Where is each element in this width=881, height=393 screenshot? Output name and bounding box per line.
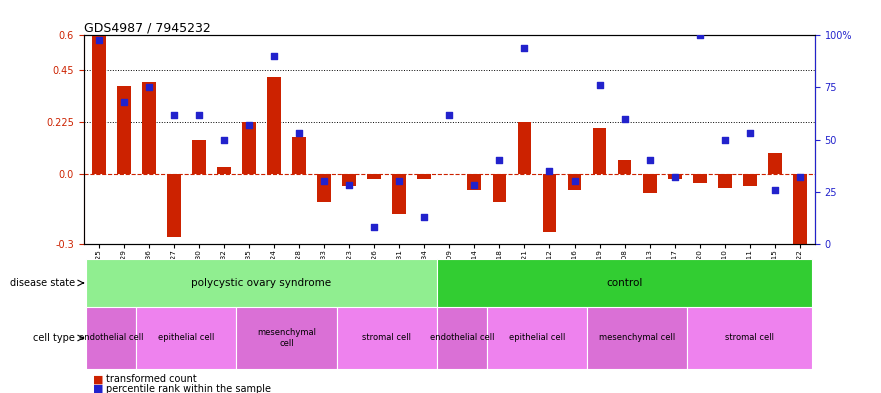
Bar [492, 174, 507, 202]
Bar [142, 82, 156, 174]
Bar [292, 137, 306, 174]
Point [442, 111, 456, 118]
Point [342, 182, 356, 189]
Bar [117, 86, 130, 174]
Bar [137, 307, 236, 369]
Bar [587, 307, 687, 369]
Bar [468, 174, 481, 191]
Point [692, 32, 707, 39]
Bar [392, 174, 406, 213]
Point [517, 45, 531, 51]
Bar [517, 122, 531, 174]
Text: cell type: cell type [33, 333, 75, 343]
Text: epithelial cell: epithelial cell [508, 334, 565, 342]
Point [116, 99, 130, 105]
Point [743, 130, 757, 136]
Point [242, 122, 256, 128]
Text: mesenchymal
cell: mesenchymal cell [257, 328, 316, 348]
Bar [793, 174, 807, 244]
Bar [567, 174, 581, 191]
Point [267, 53, 281, 59]
Point [668, 174, 682, 180]
Bar [86, 259, 437, 307]
Bar [643, 174, 656, 193]
Bar [86, 307, 137, 369]
Text: polycystic ovary syndrome: polycystic ovary syndrome [191, 278, 331, 288]
Point [492, 157, 507, 163]
Text: stromal cell: stromal cell [725, 334, 774, 342]
Bar [593, 128, 606, 174]
Bar [367, 174, 381, 179]
Bar [687, 307, 812, 369]
Bar [217, 167, 231, 174]
Point [718, 136, 732, 143]
Text: disease state: disease state [10, 278, 75, 288]
Point [192, 111, 206, 118]
Point [317, 178, 331, 184]
Point [593, 82, 607, 88]
Point [367, 224, 381, 230]
Text: ■: ■ [93, 384, 103, 393]
Text: epithelial cell: epithelial cell [159, 334, 215, 342]
Bar [236, 307, 337, 369]
Text: percentile rank within the sample: percentile rank within the sample [106, 384, 270, 393]
Point [768, 186, 782, 193]
Bar [192, 140, 206, 174]
Point [543, 167, 557, 174]
Bar [92, 35, 106, 174]
Text: ■: ■ [93, 374, 103, 384]
Point [292, 130, 306, 136]
Bar [718, 174, 731, 188]
Bar [543, 174, 557, 232]
Bar [692, 174, 707, 184]
Point [418, 213, 432, 220]
Text: mesenchymal cell: mesenchymal cell [599, 334, 675, 342]
Point [618, 116, 632, 122]
Text: endothelial cell: endothelial cell [79, 334, 144, 342]
Point [167, 111, 181, 118]
Bar [618, 160, 632, 174]
Bar [317, 174, 331, 202]
Bar [768, 153, 781, 174]
Bar [418, 174, 431, 179]
Point [467, 182, 481, 189]
Bar [743, 174, 757, 186]
Bar [487, 307, 587, 369]
Text: transformed count: transformed count [106, 374, 196, 384]
Text: stromal cell: stromal cell [362, 334, 411, 342]
Text: control: control [606, 278, 643, 288]
Bar [437, 307, 487, 369]
Point [642, 157, 656, 163]
Bar [342, 174, 356, 186]
Bar [437, 259, 812, 307]
Text: endothelial cell: endothelial cell [430, 334, 494, 342]
Point [392, 178, 406, 184]
Bar [668, 174, 682, 179]
Point [217, 136, 231, 143]
Bar [337, 307, 437, 369]
Bar [267, 77, 281, 174]
Bar [167, 174, 181, 237]
Bar [242, 122, 255, 174]
Point [793, 174, 807, 180]
Point [142, 84, 156, 90]
Point [92, 37, 106, 43]
Point [567, 178, 581, 184]
Text: GDS4987 / 7945232: GDS4987 / 7945232 [84, 21, 211, 34]
